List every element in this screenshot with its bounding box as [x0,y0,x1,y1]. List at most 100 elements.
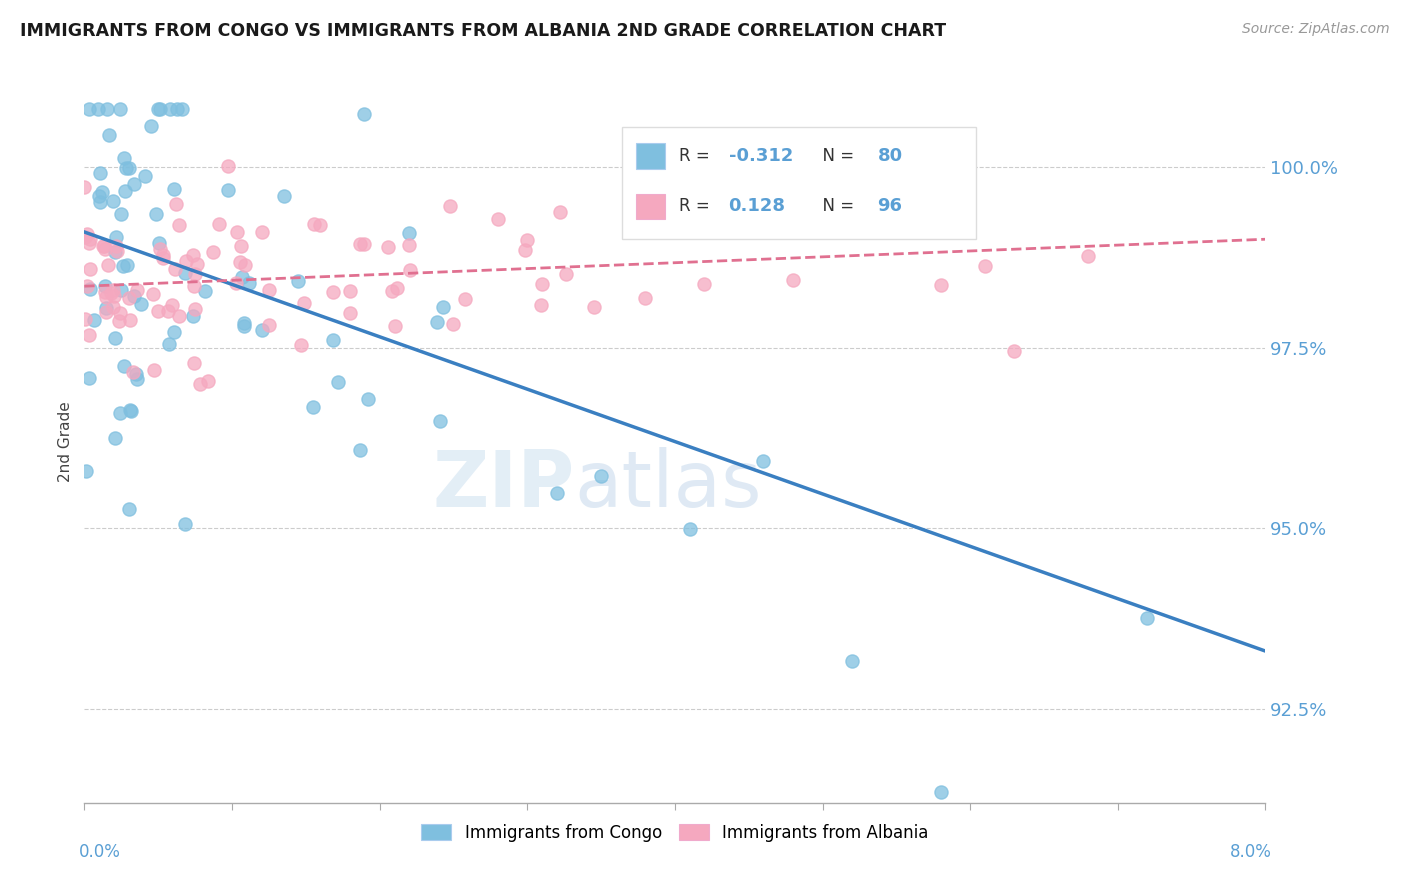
Point [104,239,127,253]
Point [582,300,605,314]
Point [441,317,464,331]
Point [290,337,312,351]
Point [166,102,188,116]
Point [141,120,163,134]
Point [108,306,131,320]
Point [287,274,309,288]
Point [76,278,98,293]
Point [77,235,100,250]
Point [356,392,378,406]
Point [107,314,129,328]
Point [250,225,273,239]
Point [75,464,97,478]
Point [217,159,239,173]
Point [134,169,156,184]
Point [201,245,224,260]
Point [398,226,420,240]
Point [1077,249,1099,263]
Point [273,189,295,203]
Text: 96: 96 [877,197,903,216]
Point [974,259,997,273]
Point [165,262,187,277]
Point [146,304,169,318]
Point [125,284,148,298]
Point [929,785,952,799]
Point [96,102,118,116]
Point [233,258,256,272]
Point [183,302,205,317]
Point [530,298,553,312]
Text: ZIP: ZIP [432,447,575,523]
Point [125,367,148,381]
Point [302,217,325,231]
Point [120,402,142,417]
Point [381,284,404,298]
Point [89,194,111,209]
Point [886,190,908,204]
Point [115,161,138,175]
Point [145,207,167,221]
Text: -0.312: -0.312 [728,147,793,165]
Point [73,311,96,326]
Y-axis label: 2nd Grade: 2nd Grade [58,401,73,482]
Point [174,253,197,268]
Text: N =: N = [813,147,860,165]
Point [194,284,217,298]
Point [112,151,135,165]
Point [322,334,344,348]
Point [217,183,239,197]
Point [322,285,344,299]
Point [183,356,205,370]
Text: 0.128: 0.128 [728,197,786,216]
Point [146,102,169,116]
Point [160,298,183,312]
Text: 80: 80 [877,147,903,165]
Point [90,185,112,199]
Point [87,189,111,203]
Point [349,443,371,458]
Point [454,292,477,306]
Bar [636,194,665,219]
Point [97,258,120,272]
Point [349,237,371,252]
Point [515,244,537,258]
Point [142,286,165,301]
Point [326,375,349,389]
Point [399,263,422,277]
Point [634,291,657,305]
Point [184,267,207,281]
Point [79,261,101,276]
FancyBboxPatch shape [621,128,976,239]
Point [429,414,451,428]
Point [122,177,145,191]
Point [232,316,254,330]
Point [225,276,247,290]
Point [929,277,952,292]
Point [118,312,141,326]
Point [530,277,553,291]
Point [129,297,152,311]
Point [841,654,863,668]
Point [238,276,260,290]
Point [208,217,231,231]
Point [174,267,197,281]
Point [127,372,149,386]
Point [112,359,135,374]
Point [353,107,375,121]
Point [229,255,252,269]
Point [103,194,125,209]
Point [101,283,124,297]
Point [426,315,449,329]
Point [174,517,197,532]
Point [118,161,141,175]
Point [693,277,716,292]
Point [679,522,702,536]
Point [152,251,174,265]
Point [121,365,143,379]
Point [120,404,142,418]
Text: Source: ZipAtlas.com: Source: ZipAtlas.com [1241,22,1389,37]
Point [122,289,145,303]
Point [89,166,111,180]
Point [170,102,193,116]
Point [309,218,332,232]
